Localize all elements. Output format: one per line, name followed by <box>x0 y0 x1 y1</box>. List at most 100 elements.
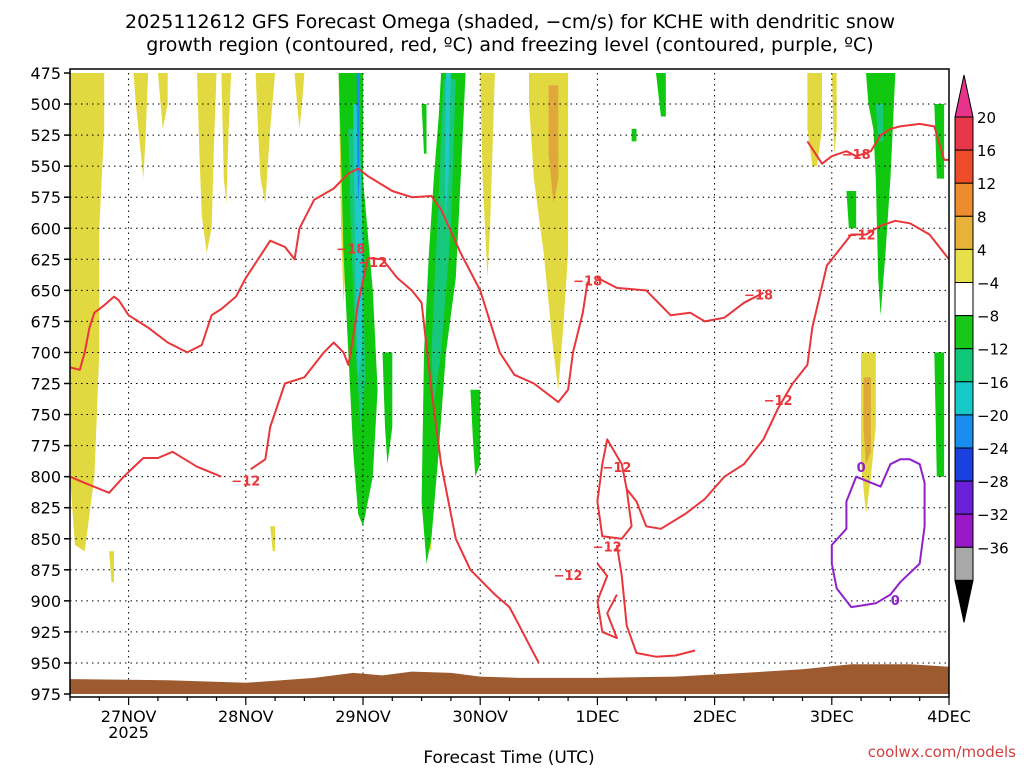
omega-region-neg4 <box>866 73 896 316</box>
x-tick-label: 28NOV <box>218 707 274 726</box>
colorbar-tick-label: 16 <box>977 142 996 160</box>
contour-label-red: −12 <box>554 569 583 584</box>
colorbar-segment <box>954 215 974 250</box>
colorbar-segment <box>954 546 974 581</box>
x-tick-sublabel: 2025 <box>108 723 149 742</box>
colorbar-tick-label: 12 <box>977 175 996 193</box>
contour-label-red: −12 <box>764 394 793 409</box>
omega-region-neg4 <box>631 128 637 142</box>
omega-region-pos4 <box>270 526 276 552</box>
y-tick-label: 950 <box>30 654 61 673</box>
omega-region-neg12 <box>445 73 451 229</box>
terrain-fill <box>70 664 949 694</box>
chart-title-line1: 2025112612 GFS Forecast Omega (shaded, −… <box>125 11 895 33</box>
omega-region-neg8 <box>875 104 884 142</box>
y-tick-label: 875 <box>30 561 61 580</box>
omega-region-pos4 <box>831 73 837 154</box>
colorbar-top-arrow <box>954 74 974 118</box>
y-tick-label: 775 <box>30 437 61 456</box>
colorbar-bottom-arrow <box>954 579 974 623</box>
y-tick-label: 650 <box>30 281 61 300</box>
x-tick-label: 30NOV <box>452 707 508 726</box>
y-tick-label: 500 <box>30 95 61 114</box>
y-tick-label: 925 <box>30 623 61 642</box>
omega-region-pos4 <box>255 73 276 204</box>
omega-region-neg4 <box>846 191 857 229</box>
x-axis-label: Forecast Time (UTC) <box>423 748 594 768</box>
omega-region-pos4 <box>221 73 232 204</box>
colorbar-tick-label: −8 <box>977 308 999 326</box>
contour-minus12-a <box>69 450 222 494</box>
contour-minus12-b <box>250 257 540 664</box>
contour-label-red: −12 <box>847 229 876 244</box>
colorbar-tick-label: 4 <box>977 241 987 259</box>
colorbar-segment <box>954 480 974 515</box>
y-tick-label: 800 <box>30 468 61 487</box>
contour-label-purple: 0 <box>857 461 866 476</box>
contour-minus18-b <box>596 277 764 323</box>
omega-region-neg4 <box>382 352 393 465</box>
omega-region-pos4 <box>133 73 149 179</box>
contour-label-red: −18 <box>744 288 773 303</box>
temperature-contours <box>69 122 950 664</box>
omega-region-pos4 <box>807 73 822 167</box>
omega-region-pos4 <box>480 73 495 278</box>
colorbar-segment <box>954 116 974 151</box>
omega-region-pos4 <box>74 73 95 278</box>
x-tick-label: 3DEC <box>810 707 854 726</box>
y-tick-label: 675 <box>30 312 61 331</box>
contour-minus12-loop <box>596 438 633 540</box>
contour-label-red: −18 <box>336 242 365 257</box>
y-tick-label: 600 <box>30 219 61 238</box>
colorbar-segment <box>954 149 974 184</box>
credit-text: coolwx.com/models <box>868 743 1016 761</box>
colorbar-segment <box>954 315 974 350</box>
contour-minus18-c <box>806 122 949 165</box>
colorbar-segment <box>954 248 974 283</box>
colorbar-tick-label: −24 <box>977 440 1009 458</box>
colorbar-segment <box>954 182 974 217</box>
y-tick-label: 850 <box>30 530 61 549</box>
contour-minus12-c <box>791 219 950 385</box>
y-tick-label: 550 <box>30 157 61 176</box>
y-tick-label: 625 <box>30 250 61 269</box>
y-tick-label: 825 <box>30 499 61 518</box>
contour-minus12-e <box>596 562 618 640</box>
colorbar-segment <box>954 282 974 317</box>
y-tick-label: 750 <box>30 406 61 425</box>
contour-minus18-a <box>69 167 589 404</box>
omega-region-pos4 <box>157 73 168 129</box>
omega-region-neg16 <box>356 73 360 204</box>
colorbar-tick-label: −32 <box>977 506 1009 524</box>
omega-region-neg8 <box>431 79 456 403</box>
omega-region-pos8 <box>863 377 871 465</box>
terrain-surface <box>70 664 949 694</box>
colorbar-tick-label: −4 <box>977 275 999 293</box>
y-tick-label: 525 <box>30 126 61 145</box>
colorbar-tick-label: −36 <box>977 539 1009 557</box>
contour-label-red: −18 <box>573 275 602 290</box>
colorbar: 20 16 12 8 4 −4 −8 −12 −16 −20 −24 −28 −32 −36 <box>954 74 1009 623</box>
omega-region-neg12 <box>353 104 363 378</box>
contour-freezing-0 <box>830 458 926 609</box>
contour-minus12-d <box>625 382 794 530</box>
y-tick-label: 575 <box>30 188 61 207</box>
omega-region-pos4 <box>294 73 305 129</box>
contour-label-red: −18 <box>842 148 871 163</box>
colorbar-tick-label: 8 <box>977 208 987 226</box>
y-tick-label: 700 <box>30 343 61 362</box>
colorbar-segment <box>954 348 974 383</box>
grid-lines <box>70 73 949 694</box>
contour-label-purple: 0 <box>891 594 900 609</box>
y-tick-label: 975 <box>30 685 61 704</box>
omega-region-pos8 <box>548 85 559 204</box>
colorbar-tick-label: −20 <box>977 407 1009 425</box>
y-tick-label: 900 <box>30 592 61 611</box>
omega-region-pos4 <box>529 73 569 390</box>
colorbar-segment <box>954 513 974 548</box>
y-tick-label: 725 <box>30 375 61 394</box>
x-tick-label: 2DEC <box>693 707 737 726</box>
